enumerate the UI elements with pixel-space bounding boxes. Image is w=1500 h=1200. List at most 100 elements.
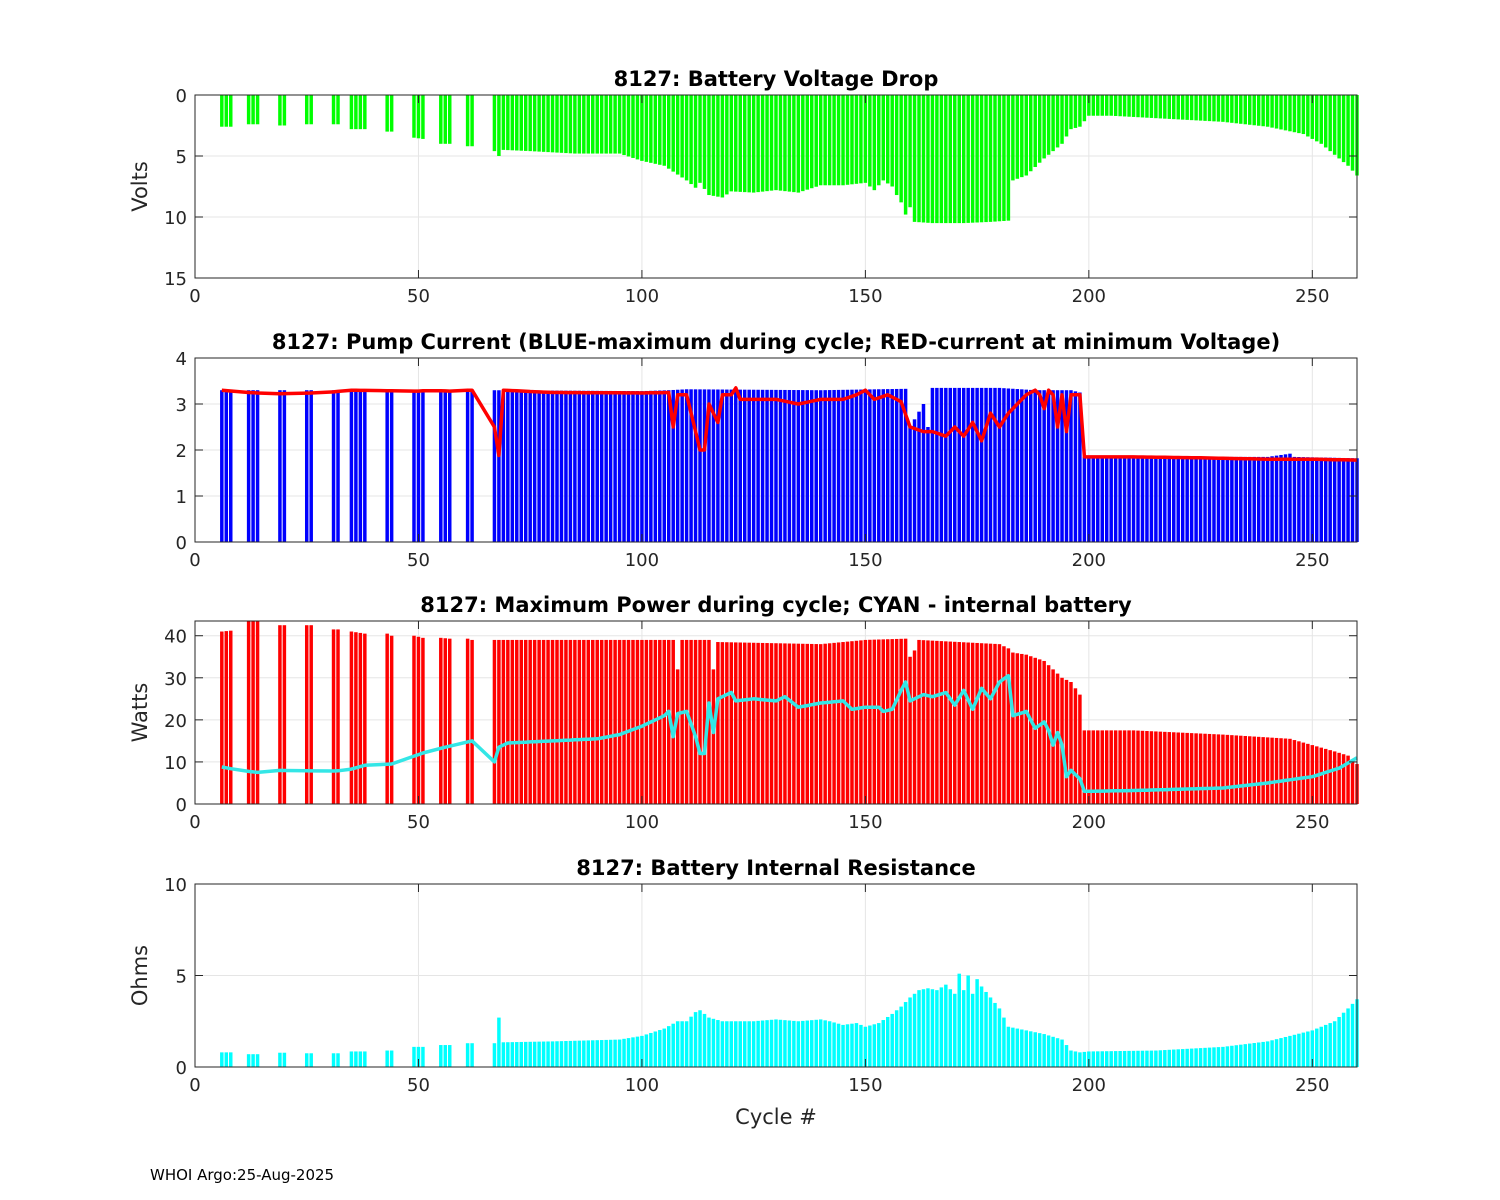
bar: [1283, 454, 1288, 542]
bar: [1082, 730, 1087, 804]
bar: [827, 1021, 832, 1067]
x-tick-label: 0: [189, 550, 200, 571]
bar: [1127, 456, 1131, 542]
bar: [354, 390, 358, 542]
bar: [1212, 456, 1216, 542]
bar: [1328, 750, 1332, 804]
bar: [564, 639, 568, 804]
bar: [1149, 731, 1154, 804]
bar: [765, 389, 769, 542]
bar: [626, 639, 631, 804]
bar: [1328, 95, 1332, 152]
bar: [970, 993, 975, 1067]
bar: [363, 633, 367, 804]
bar: [1194, 1048, 1198, 1067]
bar: [448, 638, 452, 804]
bar: [1315, 1028, 1319, 1067]
bar: [1283, 1036, 1288, 1067]
bar: [979, 986, 984, 1067]
bar: [546, 1041, 550, 1067]
bar: [756, 389, 760, 542]
x-tick-label: 100: [625, 550, 659, 571]
bar: [810, 1020, 814, 1067]
bar: [734, 1021, 738, 1067]
bar: [1198, 733, 1203, 804]
bar: [756, 1020, 760, 1067]
bar: [465, 638, 470, 804]
bar: [966, 975, 970, 1067]
bar: [1306, 743, 1310, 804]
bar: [613, 95, 617, 154]
bar: [354, 632, 358, 804]
bar: [1046, 95, 1051, 155]
bar: [935, 387, 939, 542]
bar: [711, 389, 716, 542]
bar: [993, 1002, 997, 1067]
bar: [604, 639, 608, 804]
bar: [1256, 456, 1261, 542]
bar: [282, 625, 287, 804]
bar: [720, 642, 725, 804]
bar: [684, 1021, 689, 1067]
bar: [751, 95, 756, 193]
bar: [510, 639, 515, 804]
bar: [528, 95, 532, 152]
bar: [725, 642, 729, 804]
bar: [568, 390, 573, 542]
bar: [1020, 95, 1024, 178]
bar: [859, 95, 863, 184]
bar: [1024, 1030, 1029, 1067]
bar: [523, 390, 528, 542]
x-tick-label: 100: [625, 812, 659, 833]
bar: [872, 389, 877, 542]
bar: [1216, 1047, 1221, 1067]
bar: [841, 642, 845, 804]
bar: [747, 389, 751, 542]
bar: [1136, 95, 1140, 118]
bar: [939, 95, 944, 224]
bar: [868, 389, 872, 542]
bar: [859, 640, 863, 804]
bar: [769, 389, 774, 542]
bar: [734, 642, 738, 804]
bar: [1301, 95, 1306, 135]
bar: [662, 1028, 667, 1067]
bar: [944, 641, 948, 804]
bar: [1131, 730, 1136, 804]
bar: [595, 639, 599, 804]
bar: [818, 1019, 823, 1067]
bar: [1118, 95, 1122, 117]
bar: [465, 1043, 470, 1067]
bar: [1096, 1051, 1100, 1067]
bar: [1198, 456, 1203, 542]
bar: [653, 1031, 658, 1067]
bar: [416, 95, 421, 139]
bar: [1216, 95, 1221, 122]
bar: [720, 95, 725, 198]
bar: [1319, 95, 1323, 144]
bar: [1265, 1041, 1270, 1067]
bar: [246, 390, 251, 542]
bar: [1297, 1033, 1301, 1067]
x-tick-label: 150: [848, 1075, 882, 1096]
bar: [1154, 1050, 1158, 1067]
bar: [608, 390, 613, 542]
bar: [1234, 1045, 1239, 1067]
bar: [926, 427, 930, 542]
bar: [1140, 456, 1145, 542]
bar: [760, 95, 765, 192]
bar: [1234, 735, 1239, 804]
y-tick-label: 0: [176, 1058, 187, 1079]
bar: [635, 95, 640, 160]
bar: [1252, 736, 1256, 804]
bar: [465, 390, 470, 542]
bar: [1230, 95, 1234, 123]
bar: [1163, 1050, 1167, 1067]
bar: [1247, 95, 1252, 125]
bar: [1212, 734, 1216, 804]
bar: [541, 95, 546, 152]
bar: [693, 1012, 698, 1067]
bar: [801, 643, 805, 804]
bar: [1247, 1043, 1252, 1067]
bar: [944, 387, 948, 542]
